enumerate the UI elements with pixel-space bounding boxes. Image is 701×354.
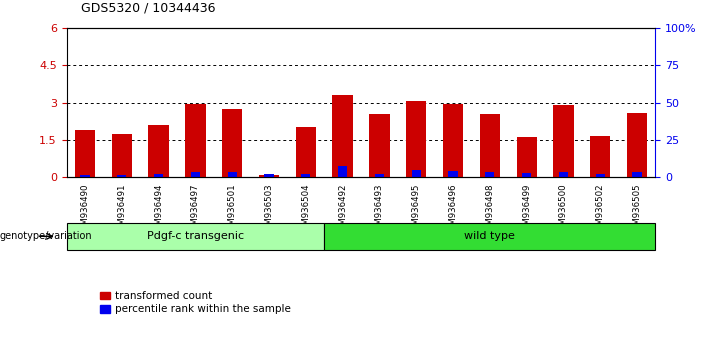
Bar (264, 174, 273, 177)
Bar (149, 125, 169, 177)
Bar (485, 172, 494, 177)
Bar (517, 137, 537, 177)
Bar (443, 104, 463, 177)
Bar (596, 173, 605, 177)
Legend: transformed count, percentile rank within the sample: transformed count, percentile rank withi… (100, 291, 292, 314)
Bar (332, 95, 353, 177)
Bar (338, 166, 347, 177)
Bar (411, 170, 421, 177)
Bar (632, 172, 641, 177)
Bar (117, 175, 126, 177)
Bar (553, 105, 573, 177)
Text: Pdgf-c transgenic: Pdgf-c transgenic (147, 231, 244, 241)
Bar (559, 172, 568, 177)
Text: wild type: wild type (464, 231, 515, 241)
Bar (406, 101, 426, 177)
Bar (222, 109, 243, 177)
Bar (228, 172, 237, 177)
Bar (259, 175, 279, 177)
Bar (375, 174, 384, 177)
Bar (296, 127, 316, 177)
Bar (369, 114, 390, 177)
Bar (324, 223, 655, 250)
Bar (449, 171, 458, 177)
Bar (185, 104, 205, 177)
Bar (111, 133, 132, 177)
Bar (81, 175, 90, 177)
Bar (479, 114, 500, 177)
Bar (301, 173, 311, 177)
Text: genotype/variation: genotype/variation (0, 231, 93, 241)
Bar (590, 136, 611, 177)
Bar (191, 172, 200, 177)
Bar (627, 113, 647, 177)
Bar (67, 223, 324, 250)
Bar (75, 130, 95, 177)
Bar (154, 173, 163, 177)
Bar (522, 173, 531, 177)
Text: GDS5320 / 10344436: GDS5320 / 10344436 (81, 1, 215, 14)
